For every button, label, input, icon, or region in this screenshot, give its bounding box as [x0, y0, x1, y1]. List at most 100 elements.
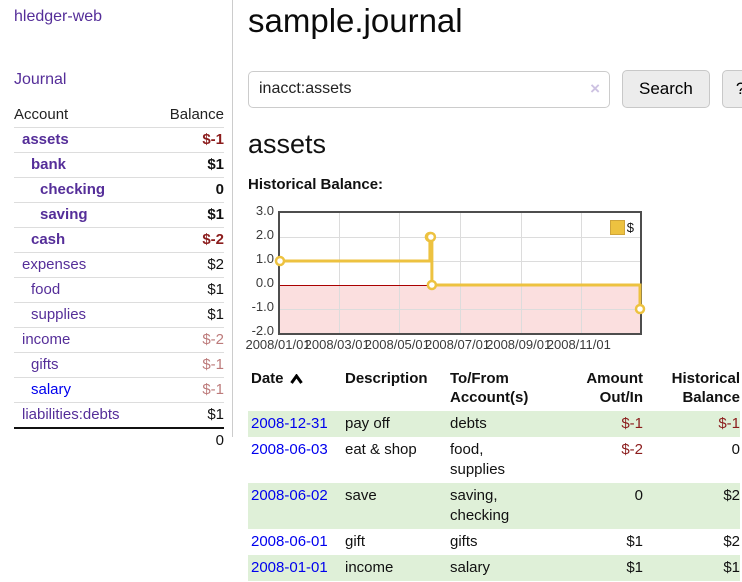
grid-line — [339, 213, 341, 333]
x-tick-label: 2008/07/01 — [424, 337, 491, 352]
transaction-row: 2008-12-31 pay off debts $-1 $-1 — [248, 411, 740, 437]
accounts-table-header: Account Balance — [14, 103, 224, 127]
sidebar: hledger-web Journal Account Balance asse… — [0, 0, 233, 449]
sidebar-item-journal[interactable]: Journal — [14, 71, 67, 88]
transaction-description: income — [345, 559, 394, 576]
account-balance: $-2 — [202, 331, 224, 348]
account-row-supplies: supplies $1 — [14, 302, 224, 327]
account-link[interactable]: bank — [31, 156, 67, 173]
x-tick-label: 2008/09/01 — [486, 337, 552, 352]
date-column-header[interactable]: Date — [248, 367, 345, 411]
account-balance: $-1 — [202, 356, 224, 373]
transaction-balance: $1 — [723, 559, 740, 576]
search-button[interactable]: Search — [622, 70, 710, 108]
search-box: × — [248, 70, 610, 108]
historical-balance-chart: 3.0 2.0 1.0 0.0 -1.0 -2.0 $ 2008/01/01 2008/03… — [245, 204, 740, 353]
transaction-amount: 0 — [634, 487, 643, 504]
x-axis-labels: 2008/01/01 2008/03/01 2008/05/01 2008/07/01… — [245, 337, 638, 353]
grid-line — [520, 213, 522, 333]
account-link[interactable]: saving — [40, 206, 88, 223]
data-point[interactable] — [274, 255, 286, 267]
legend-swatch-icon — [609, 220, 625, 235]
data-point[interactable] — [634, 303, 646, 315]
account-column-header: Account — [14, 106, 69, 123]
account-link[interactable]: gifts — [31, 356, 59, 373]
account-row-gifts: gifts $-1 — [14, 352, 224, 377]
account-row-liabilities-debts: liabilities:debts $1 — [14, 402, 224, 427]
page-title: sample.journal — [248, 2, 463, 39]
transaction-date-link[interactable]: 2008-06-03 — [251, 441, 328, 458]
help-button[interactable]: ? — [721, 70, 742, 108]
transaction-balance: $-1 — [718, 415, 740, 432]
transaction-amount: $1 — [626, 533, 643, 550]
transaction-date-link[interactable]: 2008-06-02 — [251, 487, 328, 504]
account-link[interactable]: assets — [22, 131, 69, 148]
account-link[interactable]: expenses — [22, 256, 87, 273]
transaction-description: eat & shop — [345, 441, 417, 458]
account-link[interactable]: supplies — [31, 306, 87, 323]
account-balance: $1 — [207, 156, 224, 173]
transaction-accounts: debts — [450, 415, 487, 432]
register-table: Date Description To/From Account(s) Amou… — [248, 367, 740, 581]
data-point[interactable] — [425, 231, 437, 243]
account-link[interactable]: liabilities:debts — [22, 406, 120, 423]
grid-line — [459, 213, 461, 333]
transaction-balance: $2 — [723, 533, 740, 550]
search-input[interactable] — [248, 70, 610, 108]
account-link[interactable]: salary — [31, 381, 72, 398]
account-row-income: income $-2 — [14, 327, 224, 352]
account-balance: $-1 — [202, 131, 224, 148]
transaction-amount: $-1 — [621, 415, 643, 432]
amount-column-header: Amount Out/In — [586, 370, 643, 406]
transaction-accounts: salary — [450, 559, 491, 576]
data-point[interactable] — [426, 279, 438, 291]
y-tick-label: 1.0 — [255, 251, 274, 266]
y-tick-label: 2.0 — [255, 227, 274, 242]
transaction-balance: 0 — [731, 441, 740, 458]
account-link[interactable]: income — [22, 331, 71, 348]
transaction-accounts: gifts — [450, 533, 478, 550]
account-row-assets: assets $-1 — [14, 127, 224, 152]
app-title-link[interactable]: hledger-web — [14, 8, 103, 25]
x-tick-label: 2008/03/01 — [304, 337, 370, 352]
plot-area[interactable]: $ — [274, 211, 646, 335]
account-link[interactable]: cash — [31, 231, 66, 248]
transaction-row: 2008-06-01 gift gifts $1 $2 — [248, 529, 740, 555]
accounts-column-header: To/From Account(s) — [450, 370, 529, 406]
accounts-table: Account Balance assets $-1 bank $1 check… — [14, 103, 224, 453]
balance-series — [274, 231, 646, 315]
y-tick-label: 0.0 — [255, 275, 274, 290]
grid-line — [399, 213, 401, 333]
x-tick-label: 2008/01/01 — [245, 337, 311, 352]
transaction-amount: $1 — [626, 559, 643, 576]
transaction-row: 2008-01-01 income salary $1 $1 — [248, 555, 740, 581]
account-row-bank: bank $1 — [14, 152, 224, 177]
transaction-description: pay off — [345, 415, 390, 432]
account-row-cash: cash $-2 — [14, 227, 224, 252]
transaction-description: save — [345, 487, 377, 504]
y-tick-label: -2.0 — [251, 323, 274, 338]
transaction-description: gift — [345, 533, 366, 550]
balance-column-header: Historical Balance — [671, 370, 740, 406]
register-header-row: Date Description To/From Account(s) Amou… — [248, 367, 740, 411]
account-balance: $1 — [207, 406, 224, 423]
transaction-row: 2008-06-03 eat & shop food, supplies $-2… — [248, 437, 740, 483]
account-row-checking: checking 0 — [14, 177, 224, 202]
account-link[interactable]: checking — [40, 181, 106, 198]
account-balance: $-1 — [202, 381, 224, 398]
transaction-accounts: food, supplies — [450, 441, 506, 478]
clear-search-icon[interactable]: × — [590, 78, 600, 98]
transaction-date-link[interactable]: 2008-12-31 — [251, 415, 328, 432]
transaction-date-link[interactable]: 2008-06-01 — [251, 533, 328, 550]
account-balance: $1 — [207, 306, 224, 323]
account-row-salary: salary $-1 — [14, 377, 224, 402]
transaction-amount: $-2 — [621, 441, 643, 458]
account-balance: $1 — [207, 281, 224, 298]
transaction-accounts: saving, checking — [450, 487, 510, 524]
account-heading: assets — [248, 129, 327, 159]
account-row-expenses: expenses $2 — [14, 252, 224, 277]
legend-label: $ — [626, 220, 634, 235]
transaction-date-link[interactable]: 2008-01-01 — [251, 559, 328, 576]
account-balance: $2 — [207, 256, 224, 273]
account-link[interactable]: food — [31, 281, 61, 298]
